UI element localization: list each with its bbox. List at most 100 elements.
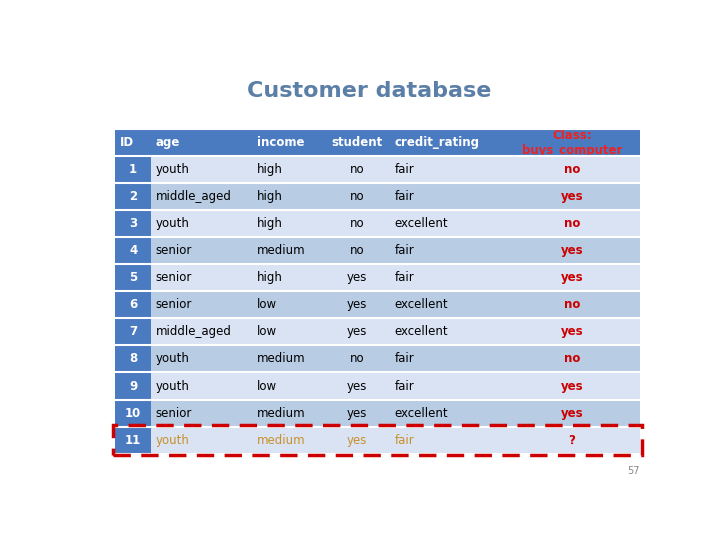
Text: credit_rating: credit_rating [395, 136, 480, 149]
Text: senior: senior [156, 272, 192, 285]
Bar [504, 183, 639, 211]
Bar [252, 400, 324, 427]
Text: high: high [256, 272, 282, 285]
Text: fair: fair [395, 380, 414, 393]
Text: yes: yes [561, 407, 583, 420]
Text: Class:
buys_computer: Class: buys_computer [522, 129, 622, 157]
Text: low: low [256, 380, 276, 393]
Text: youth: youth [156, 217, 189, 231]
Text: ?: ? [569, 434, 575, 447]
Bar [324, 238, 390, 265]
Text: yes: yes [561, 326, 583, 339]
Bar [390, 373, 504, 400]
Bar [390, 129, 504, 156]
Text: fair: fair [395, 272, 414, 285]
Bar [390, 156, 504, 183]
Text: 7: 7 [129, 326, 138, 339]
Bar [252, 292, 324, 319]
Bar [504, 292, 639, 319]
Bar [324, 346, 390, 373]
Text: no: no [350, 163, 364, 176]
Text: youth: youth [156, 434, 189, 447]
Text: yes: yes [347, 326, 367, 339]
Text: no: no [350, 353, 364, 366]
Bar [115, 183, 151, 211]
Bar [151, 427, 252, 454]
Text: 11: 11 [125, 434, 141, 447]
Bar [115, 346, 151, 373]
Text: 1: 1 [129, 163, 138, 176]
Bar [390, 292, 504, 319]
Text: medium: medium [256, 353, 305, 366]
Text: middle_aged: middle_aged [156, 326, 232, 339]
Bar [324, 129, 390, 156]
Text: excellent: excellent [395, 217, 449, 231]
Text: no: no [350, 190, 364, 204]
Bar [324, 211, 390, 238]
Bar [151, 346, 252, 373]
Bar [390, 183, 504, 211]
Text: yes: yes [347, 299, 367, 312]
Text: senior: senior [156, 245, 192, 258]
Text: no: no [564, 299, 580, 312]
Bar [324, 373, 390, 400]
Text: yes: yes [561, 190, 583, 204]
Bar [252, 427, 324, 454]
Text: high: high [256, 163, 282, 176]
Text: yes: yes [347, 434, 367, 447]
Bar [151, 319, 252, 346]
Bar [252, 129, 324, 156]
Text: excellent: excellent [395, 299, 449, 312]
Text: yes: yes [347, 407, 367, 420]
Bar [252, 373, 324, 400]
Bar [324, 427, 390, 454]
Bar [324, 400, 390, 427]
Text: Customer database: Customer database [247, 82, 491, 102]
Text: no: no [564, 163, 580, 176]
Bar [151, 238, 252, 265]
Text: high: high [256, 217, 282, 231]
Bar [151, 400, 252, 427]
Bar [504, 400, 639, 427]
Text: senior: senior [156, 407, 192, 420]
Bar [390, 427, 504, 454]
Text: fair: fair [395, 190, 414, 204]
Bar [390, 238, 504, 265]
Text: no: no [350, 245, 364, 258]
Bar [115, 427, 151, 454]
Bar [151, 156, 252, 183]
Text: youth: youth [156, 163, 189, 176]
Text: yes: yes [561, 245, 583, 258]
Text: 2: 2 [129, 190, 138, 204]
Bar [115, 129, 151, 156]
Text: no: no [564, 217, 580, 231]
Bar [504, 211, 639, 238]
Bar [252, 346, 324, 373]
Text: fair: fair [395, 434, 414, 447]
Bar [115, 319, 151, 346]
Bar [504, 265, 639, 292]
Text: income: income [256, 136, 304, 149]
Bar [504, 129, 639, 156]
Text: ID: ID [120, 136, 134, 149]
Bar [324, 265, 390, 292]
Text: fair: fair [395, 353, 414, 366]
Text: yes: yes [561, 380, 583, 393]
Bar [115, 400, 151, 427]
Text: 9: 9 [129, 380, 138, 393]
Bar [324, 292, 390, 319]
Bar [504, 427, 639, 454]
Bar [115, 265, 151, 292]
Text: youth: youth [156, 380, 189, 393]
Text: low: low [256, 326, 276, 339]
Bar [504, 319, 639, 346]
Text: yes: yes [561, 272, 583, 285]
Text: low: low [256, 299, 276, 312]
Bar [151, 373, 252, 400]
Bar [115, 211, 151, 238]
Bar [504, 156, 639, 183]
Text: 8: 8 [129, 353, 138, 366]
Bar [504, 238, 639, 265]
Bar [324, 156, 390, 183]
Bar [252, 183, 324, 211]
